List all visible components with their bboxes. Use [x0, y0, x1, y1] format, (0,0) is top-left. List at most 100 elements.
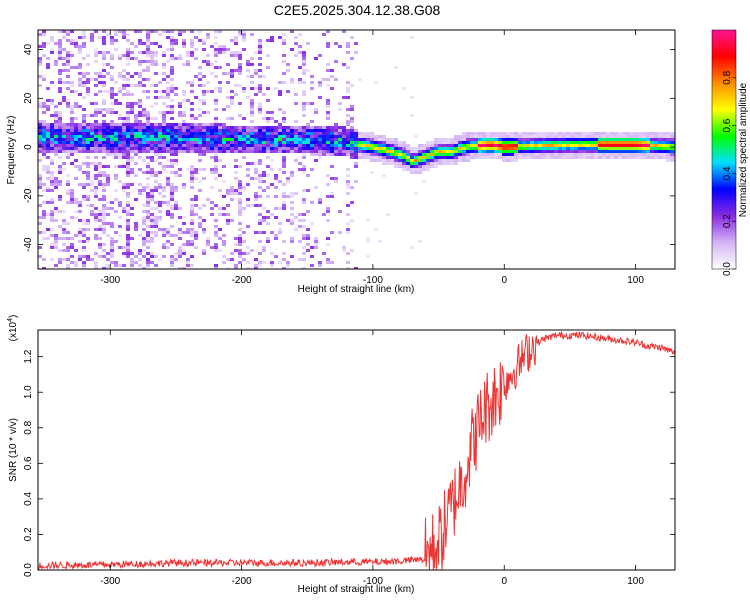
spectrogram-cell — [222, 72, 226, 75]
spectrogram-cell — [126, 246, 130, 249]
spectrogram-cell — [90, 189, 94, 192]
spectrogram-cell — [186, 168, 190, 171]
spectrogram-cell — [66, 69, 70, 72]
spectrogram-cell — [506, 147, 510, 150]
spectrogram-cell — [42, 126, 46, 129]
spectrogram-cell — [382, 174, 386, 177]
spectrogram-cell — [338, 150, 342, 153]
spectrogram-cell — [146, 213, 150, 216]
spectrogram-cell — [490, 150, 494, 153]
spectrogram-cell — [82, 120, 86, 123]
spectrogram-cell — [74, 132, 78, 135]
spectrogram-cell — [202, 144, 206, 147]
spectrogram-cell — [150, 159, 154, 162]
spectrogram-cell — [230, 99, 234, 102]
spectrogram-cell — [510, 141, 514, 144]
spectrogram-cell — [478, 147, 482, 150]
spectrogram-cell — [42, 78, 46, 81]
spectrogram-cell — [246, 162, 250, 165]
spectrogram-cell — [198, 66, 202, 69]
spectrogram-cell — [490, 141, 494, 144]
spectrogram-cell — [86, 162, 90, 165]
spectrogram-cell — [170, 171, 174, 174]
spectrogram-cell — [486, 156, 490, 159]
spectrogram-cell — [54, 210, 58, 213]
spectrogram-cell — [434, 147, 438, 150]
spectrogram-cell — [498, 141, 502, 144]
spectrogram-cell — [170, 48, 174, 51]
spectrogram-cell — [170, 129, 174, 132]
spectrogram-cell — [242, 36, 246, 39]
spectrogram-cell — [526, 150, 530, 153]
spectrogram-cell — [230, 138, 234, 141]
spectrogram-cell — [490, 156, 494, 159]
spectrogram-cell — [354, 51, 358, 54]
spectrogram-cell — [206, 135, 210, 138]
spectrogram-cell — [110, 108, 114, 111]
spectrogram-cell — [66, 87, 70, 90]
spectrogram-cell — [666, 159, 670, 162]
spectrogram-cell — [298, 51, 302, 54]
spectrogram-cell — [162, 78, 166, 81]
spectrogram-cell — [182, 216, 186, 219]
spectrogram-cell — [38, 216, 42, 219]
spectrogram-cell — [146, 192, 150, 195]
spectrogram-cell — [198, 78, 202, 81]
spectrogram-cell — [194, 36, 198, 39]
spectrogram-cell — [466, 135, 470, 138]
spectrogram-cell — [226, 72, 230, 75]
spectrogram-cell — [154, 216, 158, 219]
spectrogram-cell — [66, 132, 70, 135]
spectrogram-cell — [82, 42, 86, 45]
spectrogram-cell — [258, 111, 262, 114]
spectrogram-cell — [242, 129, 246, 132]
spectrogram-cell — [278, 207, 282, 210]
spectrogram-cell — [350, 132, 354, 135]
spectrogram-cell — [266, 150, 270, 153]
spectrogram-cell — [326, 195, 330, 198]
spectrogram-cell — [546, 156, 550, 159]
spectrogram-cell — [278, 36, 282, 39]
spectrogram-cell — [414, 165, 418, 168]
spectrogram-cell — [438, 144, 442, 147]
spectrogram-cell — [554, 132, 558, 135]
spectrogram-cell — [394, 156, 398, 159]
spectrogram-cell — [150, 132, 154, 135]
spectrogram-cell — [470, 132, 474, 135]
spectrogram-cell — [102, 225, 106, 228]
spectrogram-cell — [434, 141, 438, 144]
spectrogram-cell — [494, 144, 498, 147]
spectrogram-cell — [186, 123, 190, 126]
spectrogram-cell — [302, 147, 306, 150]
spectrogram-cell — [302, 69, 306, 72]
spectrogram-cell — [226, 117, 230, 120]
spectrogram-cell — [306, 123, 310, 126]
spectrogram-cell — [42, 147, 46, 150]
spectrogram-cell — [110, 132, 114, 135]
spectrogram-cell — [366, 150, 370, 153]
spectrogram-cell — [66, 105, 70, 108]
spectrogram-cell — [502, 144, 506, 147]
spectrogram-cell — [162, 72, 166, 75]
spectrogram-cell — [158, 183, 162, 186]
spectrogram-cell — [214, 48, 218, 51]
spectrogram-cell — [222, 213, 226, 216]
spectrogram-cell — [70, 120, 74, 123]
spectrogram-cell — [114, 132, 118, 135]
spectrogram-cell — [246, 60, 250, 63]
spectrogram-cell — [494, 135, 498, 138]
spectrogram-cell — [426, 153, 430, 156]
spectrogram-cell — [218, 30, 222, 33]
spectrogram-cell — [370, 141, 374, 144]
spectrogram-cell — [658, 138, 662, 141]
spectrogram-cell — [110, 246, 114, 249]
spectrogram-cell — [570, 138, 574, 141]
spectrogram-cell — [82, 132, 86, 135]
spectrogram-cell — [402, 150, 406, 153]
spectrogram-cell — [118, 57, 122, 60]
spectrogram-cell — [102, 219, 106, 222]
spectrogram-cell — [586, 135, 590, 138]
spectrogram-cell — [186, 51, 190, 54]
spectrogram-cell — [214, 108, 218, 111]
spectrogram-cell — [158, 81, 162, 84]
